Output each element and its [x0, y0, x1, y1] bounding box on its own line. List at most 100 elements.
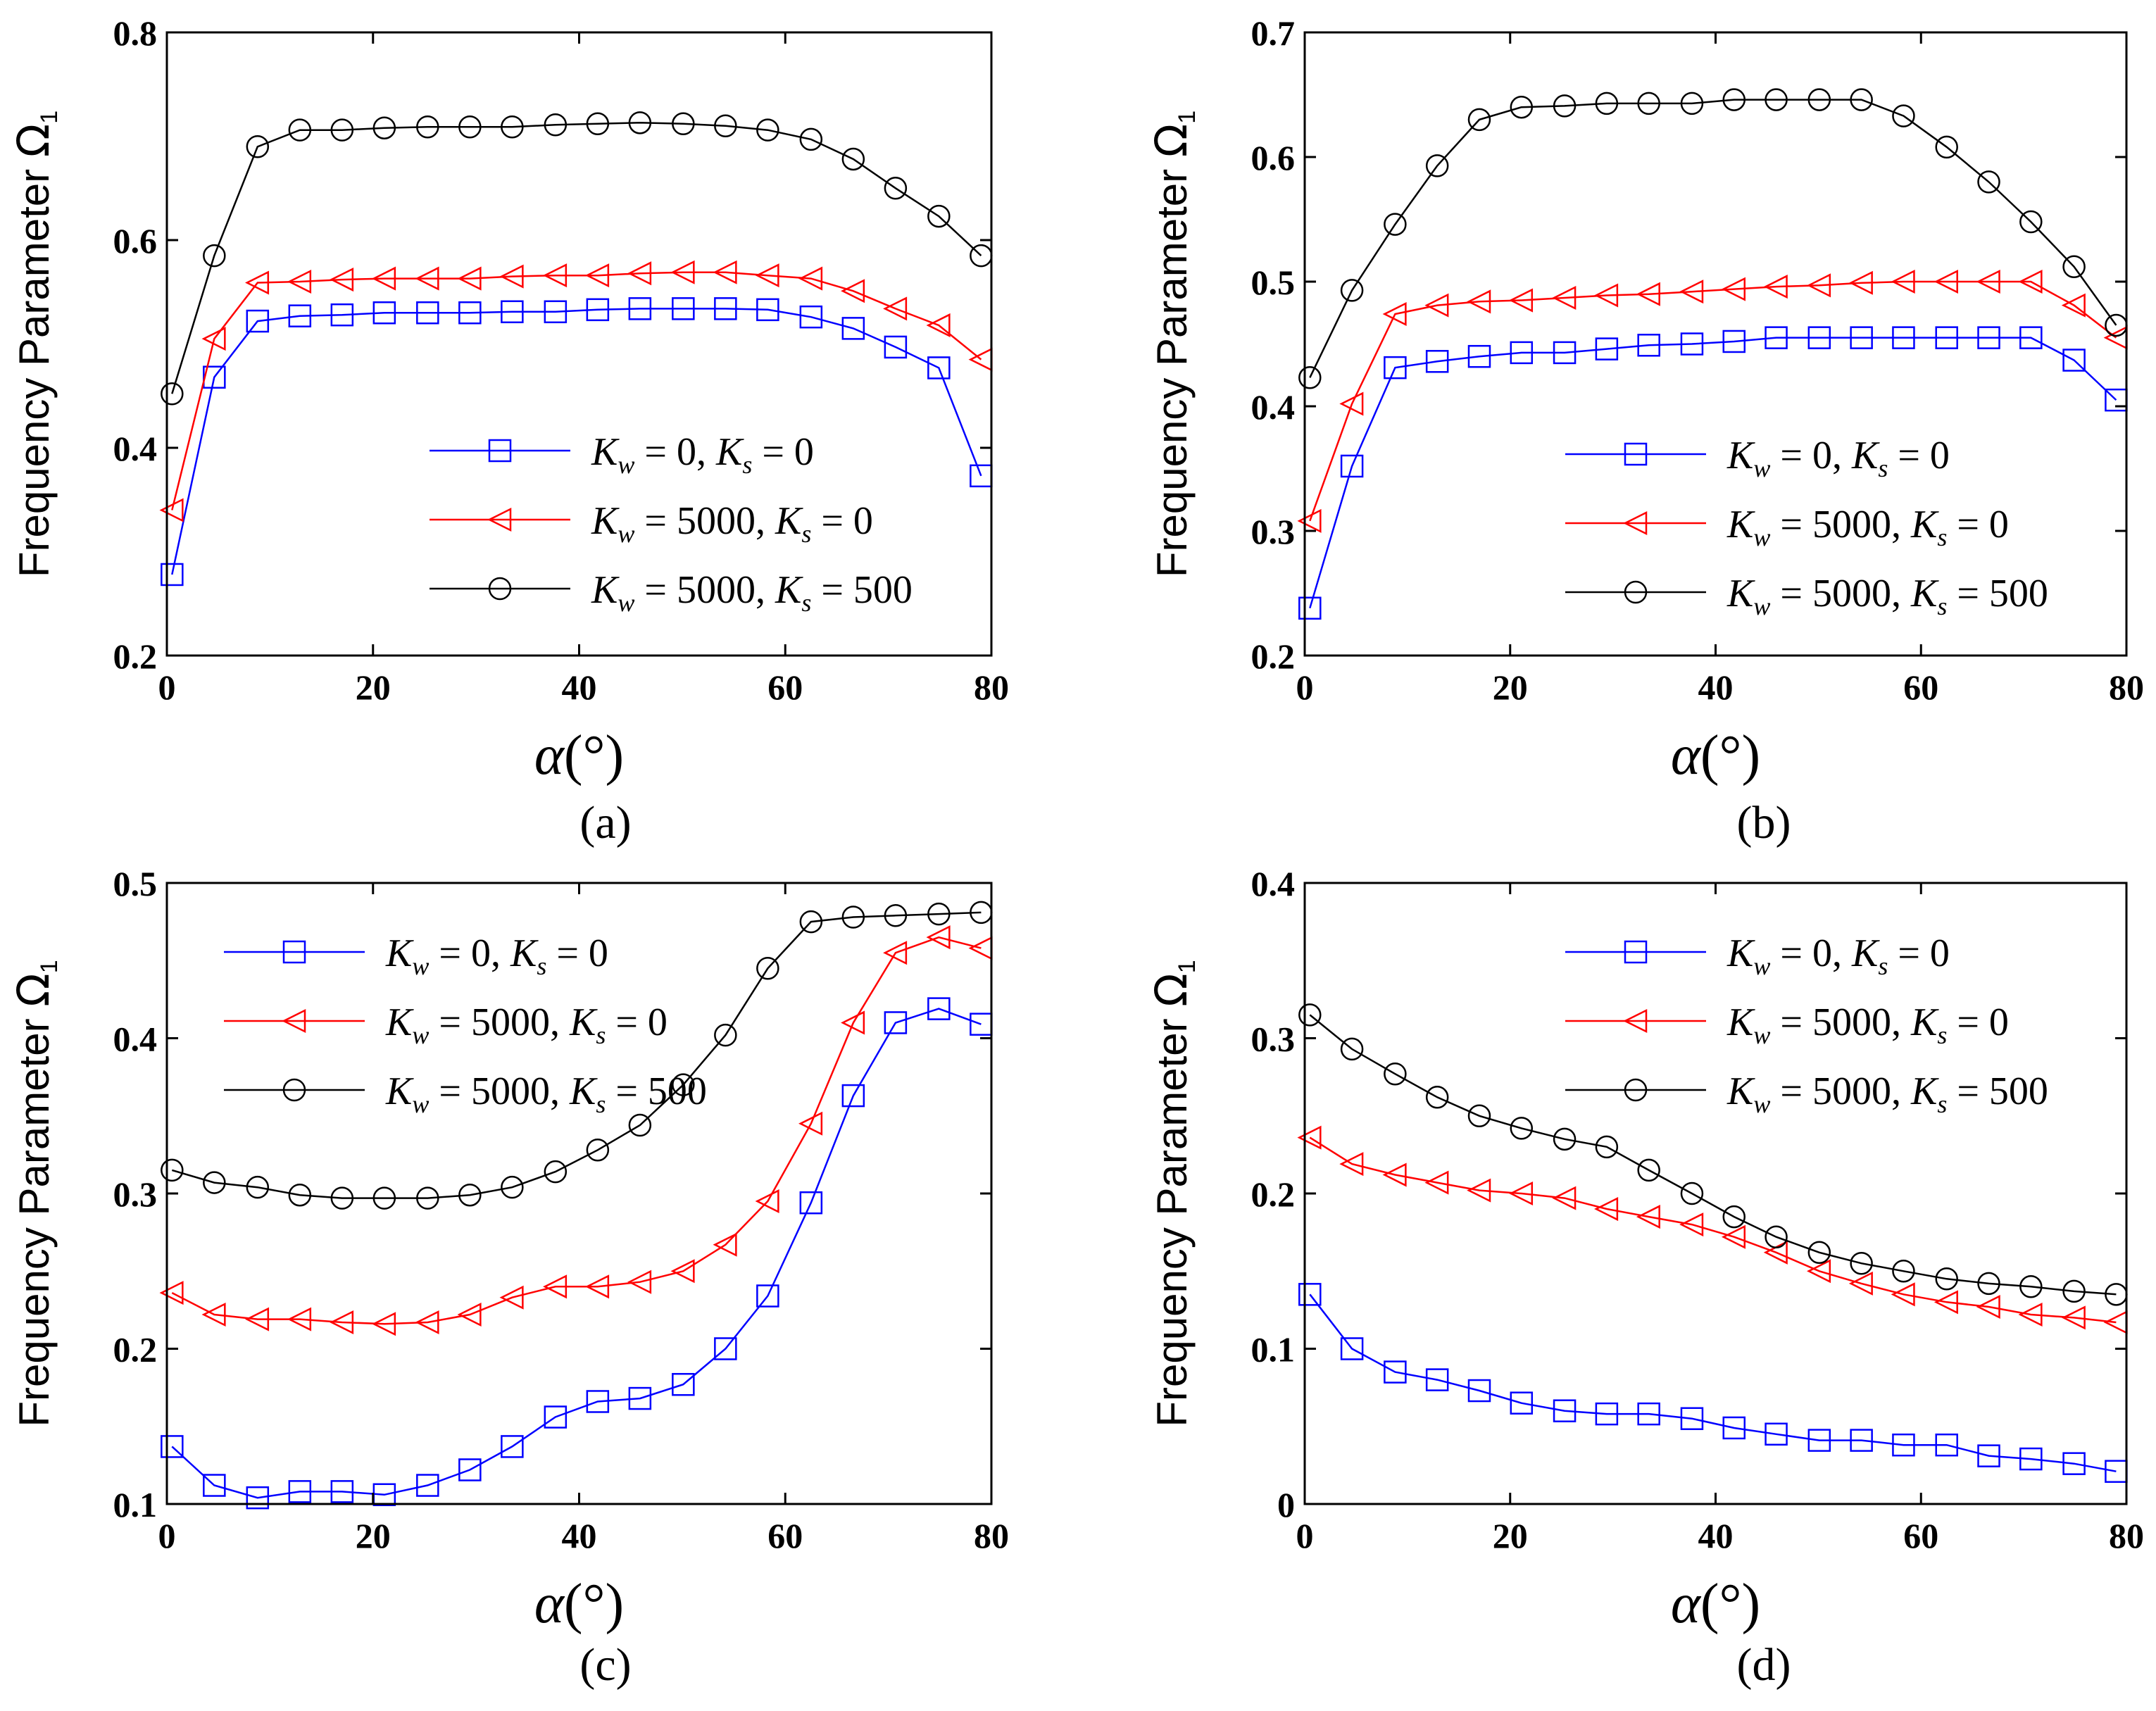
data-point [1510, 341, 1534, 365]
legend-item-0: Kw = 0, Ks = 0 [1565, 932, 1950, 980]
legend-var: K [1910, 1001, 1939, 1044]
legend-var: K [510, 932, 539, 975]
legend-item-2: Kw = 5000, Ks = 500 [1565, 1070, 2048, 1118]
data-point [927, 356, 951, 380]
y-axis-label-text: Frequency Parameter [11, 157, 58, 577]
data-point [628, 111, 652, 134]
data-point [1424, 293, 1449, 318]
data-point [330, 1480, 354, 1503]
data-point [1892, 104, 1915, 127]
legend-sub: w [618, 451, 634, 479]
data-point [458, 1183, 482, 1207]
data-point [1933, 1290, 1958, 1315]
data-point [1680, 1407, 1704, 1430]
legend-var: K [1726, 932, 1755, 975]
data-point [1891, 1282, 1915, 1307]
x-tick-label: 20 [1493, 1516, 1528, 1555]
data-point [288, 304, 312, 327]
data-point [798, 1111, 823, 1136]
data-point [1765, 326, 1788, 349]
legend-item-1: Kw = 5000, Ks = 0 [430, 499, 873, 548]
x-tick-label: 80 [2109, 668, 2144, 707]
data-point [1467, 108, 1491, 132]
legend-var: K [1910, 1070, 1939, 1113]
y-tick-label: 0.4 [1251, 387, 1296, 427]
data-point [543, 1274, 568, 1299]
series-line [1309, 99, 2117, 378]
data-point [1977, 1444, 2000, 1467]
data-point [884, 177, 908, 200]
legend-var: K [775, 499, 803, 543]
legend-sub: w [412, 1090, 429, 1118]
data-point [1510, 1391, 1534, 1415]
data-point [841, 1084, 865, 1108]
data-point [670, 1259, 695, 1284]
legend-marker [1624, 580, 1648, 604]
legend-var: K [569, 1070, 598, 1113]
data-point [1467, 1379, 1491, 1403]
data-point [627, 1270, 652, 1294]
data-point [2019, 1447, 2043, 1471]
data-point [672, 297, 695, 320]
y-tick-label: 0.3 [1251, 512, 1296, 551]
data-point [586, 112, 610, 136]
legend-item-1: Kw = 5000, Ks = 0 [224, 1001, 668, 1049]
data-point [1807, 1429, 1831, 1452]
data-point [1892, 1260, 1915, 1283]
data-point [1722, 1205, 1746, 1229]
y-tick-label: 0.8 [113, 13, 158, 53]
data-point [2062, 1452, 2086, 1475]
data-point [2061, 1305, 2086, 1330]
data-point [203, 1474, 226, 1497]
legend-marker [1624, 1078, 1648, 1102]
y-axis-label: Frequency Parameter Ω1 [1146, 111, 1201, 577]
y-axis-label-symbol: Ω [1146, 973, 1197, 1006]
legend-var: K [591, 568, 620, 612]
y-axis-label-text: Frequency Parameter [11, 1007, 58, 1427]
data-point [1552, 1186, 1577, 1210]
data-point [1425, 1086, 1449, 1109]
data-point [416, 1186, 439, 1210]
data-point [755, 263, 779, 288]
data-point [1425, 350, 1449, 373]
legend-value: = 0 [1947, 1001, 2009, 1044]
data-point [627, 261, 652, 286]
y-tick-label: 0.3 [1251, 1020, 1296, 1059]
data-point [246, 1486, 270, 1510]
data-point [586, 1139, 610, 1162]
data-point [756, 957, 779, 980]
panel-caption: (d) [1737, 1639, 1791, 1691]
data-point [1382, 301, 1407, 327]
legend-value: = 500 [811, 568, 913, 612]
legend-item-2: Kw = 5000, Ks = 500 [1565, 572, 2048, 620]
x-axis-label: α(°) [534, 1573, 624, 1635]
data-point [841, 147, 865, 171]
data-point [499, 264, 524, 289]
data-point [2018, 269, 2043, 294]
data-point [458, 115, 482, 139]
y-tick-label: 0.5 [113, 864, 158, 903]
legend-sub: s [1878, 454, 1888, 482]
legend-label: Kw = 5000, Ks = 500 [1726, 572, 2048, 620]
chart-panel-c: 0 20 40 60 80 0.1 0.2 0.3 0.4 0.5 Frequency Parame… [8, 864, 1009, 1691]
axis-frame [1303, 31, 2128, 657]
x-tick-label: 60 [1903, 668, 1938, 707]
y-tick-label: 0.2 [1251, 1174, 1296, 1214]
data-point [1509, 1181, 1534, 1206]
legend-label: Kw = 5000, Ks = 0 [591, 499, 873, 548]
x-tick-label: 20 [356, 1516, 391, 1555]
data-point [1384, 1360, 1407, 1384]
data-point [628, 297, 652, 320]
legend-value: = 0, [1770, 434, 1852, 477]
y-tick-label: 0.6 [113, 221, 158, 261]
data-point [586, 1390, 610, 1413]
data-point [1509, 288, 1534, 313]
legend-sub: w [1753, 454, 1770, 482]
legend: Kw = 0, Ks = 0Kw = 5000, Ks = 0Kw = 5000… [1565, 932, 2048, 1118]
x-axis-label: α(°) [534, 725, 624, 786]
panel-caption: (a) [579, 797, 631, 848]
data-point [1636, 1205, 1660, 1229]
data-point [1935, 1433, 1958, 1457]
y-axis-label-subscript: 1 [1174, 111, 1201, 124]
y-axis-label-symbol: Ω [8, 973, 59, 1006]
